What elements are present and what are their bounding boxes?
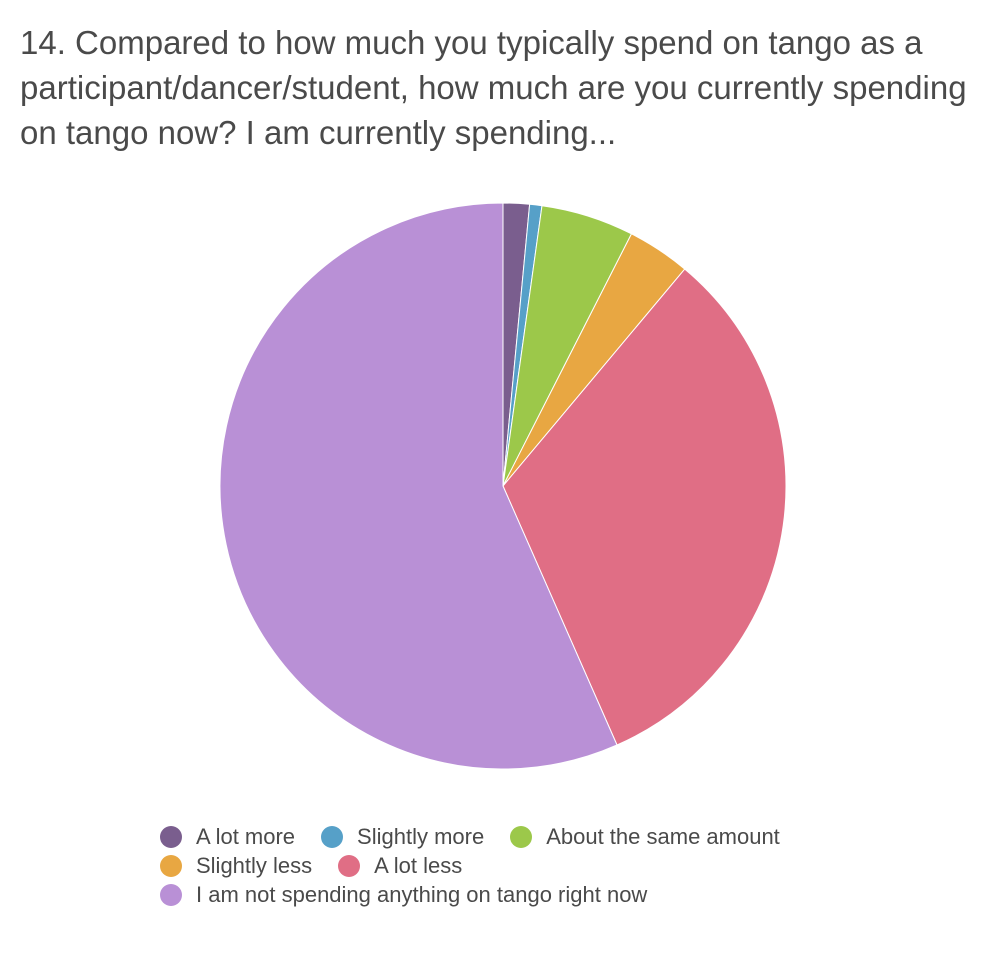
legend-item[interactable]: A lot less [338,851,462,880]
pie-slices [219,202,787,770]
legend-row: Slightly less A lot less [160,851,880,880]
legend-item[interactable]: Slightly more [321,822,484,851]
legend-row: I am not spending anything on tango righ… [160,880,880,909]
legend-swatch [338,854,361,877]
legend-label: A lot less [374,853,463,878]
legend-item[interactable]: A lot more [160,822,295,851]
pie-slice-6[interactable] [219,202,618,770]
legend-label: About the same amount [546,824,780,849]
legend-swatch [510,825,533,848]
legend-label: Slightly more [357,824,485,849]
legend-item[interactable]: I am not spending anything on tango righ… [160,880,647,909]
legend-swatch [160,825,182,848]
pie-slice-5[interactable] [502,268,787,746]
legend-swatch [160,883,182,906]
legend-label: I am not spending anything on tango righ… [196,882,648,907]
legend-item[interactable]: Slightly less [160,851,312,880]
chart-title: 14. Compared to how much you typically s… [20,24,967,151]
chart-legend: A lot more Slightly more About the same am… [160,822,880,909]
legend-label: Slightly less [196,853,313,878]
legend-swatch [321,825,344,848]
legend-row: A lot more Slightly more About the same am… [160,822,880,851]
legend-label: A lot more [196,824,296,849]
legend-swatch [160,854,182,877]
legend-item[interactable]: About the same amount [510,822,780,851]
